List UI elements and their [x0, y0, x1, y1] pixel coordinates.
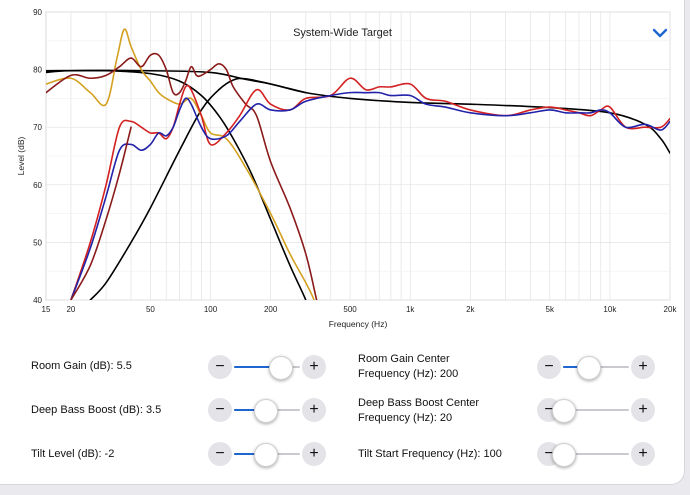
- x-tick-label: 1k: [406, 305, 415, 314]
- tilt-level-decrease-button[interactable]: −: [208, 442, 232, 466]
- x-tick-label: 15: [42, 305, 51, 314]
- frequency-response-chart: 15 20 50 100 200 500 1k 2k 5k 10k 20k405060708090 …: [16, 8, 678, 329]
- x-tick-label: 2k: [466, 305, 475, 314]
- label-line: Frequency (Hz): 20: [358, 412, 453, 424]
- deep-bass-boost-label: Deep Bass Boost (dB): 3.5: [31, 404, 162, 416]
- room-gain-label: Room Gain (dB): 5.5: [31, 360, 132, 372]
- y-tick-label: 50: [33, 238, 42, 247]
- y-tick-label: 60: [33, 181, 42, 190]
- slider-thumb[interactable]: [254, 443, 279, 467]
- deep-bass-boost-increase-button[interactable]: +: [302, 398, 326, 422]
- tilt-start-frequency-slider[interactable]: − +: [537, 442, 655, 467]
- chart-title-selector[interactable]: System-Wide Target: [293, 27, 392, 39]
- room-gain-slider[interactable]: − +: [208, 355, 326, 380]
- y-tick-label: 90: [33, 8, 42, 17]
- series-line-mains-blue: [70, 91, 670, 300]
- deep-bass-boost-center-increase-button[interactable]: +: [631, 398, 655, 422]
- tilt-start-frequency-label: Tilt Start Frequency (Hz): 100: [358, 448, 502, 460]
- tilt-start-frequency-increase-button[interactable]: +: [631, 442, 655, 466]
- x-tick-label: 20k: [664, 305, 678, 314]
- series-line-sub-dark-low: [70, 126, 132, 300]
- slider-fill: [234, 366, 281, 368]
- x-tick-label: 10k: [603, 305, 617, 314]
- deep-bass-boost-decrease-button[interactable]: −: [208, 398, 232, 422]
- slider-thumb[interactable]: [269, 356, 294, 380]
- y-axis-label: Level (dB): [16, 136, 26, 175]
- deep-bass-boost-center-slider[interactable]: − +: [537, 398, 655, 423]
- x-tick-label: 500: [343, 305, 357, 314]
- slider-track[interactable]: [234, 399, 300, 423]
- x-tick-label: 50: [146, 305, 155, 314]
- label-line: Frequency (Hz): 200: [358, 368, 459, 380]
- x-tick-label: 100: [204, 305, 218, 314]
- y-tick-label: 80: [33, 66, 42, 75]
- room-gain-center-label: Room Gain Center Frequency (Hz): 200: [358, 352, 458, 382]
- label-line: Deep Bass Boost Center: [358, 397, 480, 409]
- y-tick-label: 70: [33, 123, 42, 132]
- room-gain-center-increase-button[interactable]: +: [631, 355, 655, 379]
- label-line: Room Gain Center: [358, 353, 450, 365]
- slider-track[interactable]: [563, 356, 629, 380]
- room-gain-increase-button[interactable]: +: [302, 355, 326, 379]
- target-panel: 15 20 50 100 200 500 1k 2k 5k 10k 20k 40 50 60 70 80 90 …: [0, 0, 685, 485]
- series-line-sub-dark: [46, 52, 318, 300]
- slider-fill: [563, 366, 589, 368]
- x-tick-label: 200: [264, 305, 278, 314]
- series-line-target-system: [46, 69, 670, 154]
- tilt-level-increase-button[interactable]: +: [302, 442, 326, 466]
- slider-thumb[interactable]: [552, 443, 576, 467]
- room-gain-center-decrease-button[interactable]: −: [537, 355, 561, 379]
- slider-fill: [234, 409, 266, 411]
- slider-fill: [234, 453, 266, 455]
- x-tick-label: 20: [66, 305, 75, 314]
- slider-thumb[interactable]: [254, 399, 279, 423]
- slider-thumb[interactable]: [552, 399, 576, 423]
- chevron-down-icon[interactable]: [652, 27, 668, 39]
- slider-thumb[interactable]: [577, 356, 602, 380]
- y-tick-label: 40: [33, 296, 42, 305]
- deep-bass-boost-slider[interactable]: − +: [208, 398, 326, 423]
- slider-track[interactable]: [552, 443, 629, 467]
- slider-track[interactable]: [552, 399, 629, 423]
- room-gain-center-slider[interactable]: − +: [537, 355, 655, 380]
- tilt-level-label: Tilt Level (dB): -2: [31, 448, 115, 460]
- tilt-level-slider[interactable]: − +: [208, 442, 326, 467]
- room-gain-decrease-button[interactable]: −: [208, 355, 232, 379]
- x-axis-label: Frequency (Hz): [329, 319, 388, 329]
- slider-track[interactable]: [234, 443, 300, 467]
- series-line-target-lowpass: [46, 69, 307, 300]
- slider-track[interactable]: [234, 356, 300, 380]
- x-tick-label: 5k: [546, 305, 555, 314]
- deep-bass-boost-center-label: Deep Bass Boost Center Frequency (Hz): 2…: [358, 396, 479, 426]
